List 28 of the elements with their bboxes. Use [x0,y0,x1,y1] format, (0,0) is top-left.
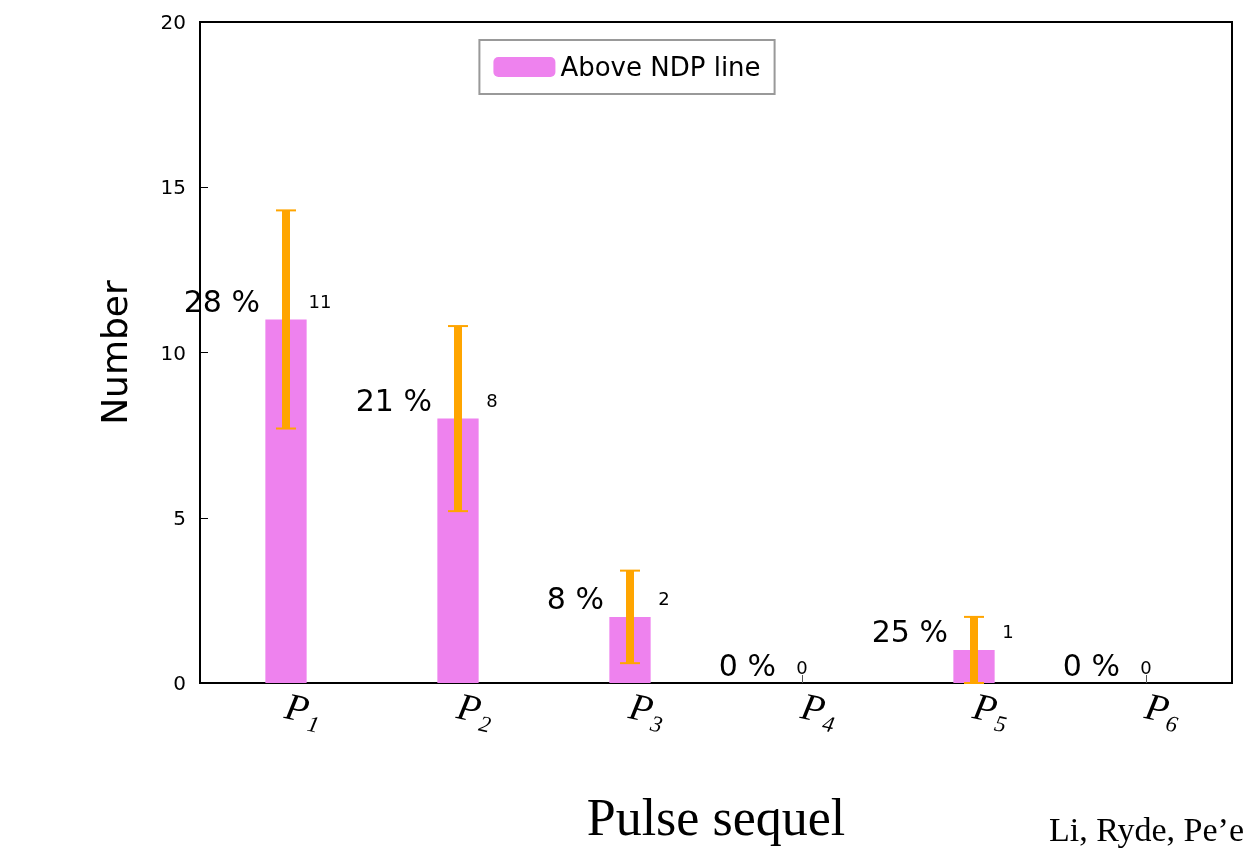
x-tick-label: P₆ [1140,684,1186,734]
y-tick-label: 20 [160,10,186,34]
data-label: 1 [1002,621,1014,643]
x-tick-label: P₁ [280,684,326,734]
data-label: 0 [796,656,808,678]
y-tick-label: 10 [160,340,186,365]
annotation: 8 % [546,581,604,617]
x-tick-label: P₂ [452,684,498,734]
data-label: 8 [486,390,498,412]
annotation: 25 % [871,614,948,650]
y-tick-label: 0 [173,671,186,695]
x-axis-title: Pulse sequel [586,788,846,846]
annotation: 0 % [1062,647,1120,683]
y-tick-label: 5 [173,505,186,530]
x-tick-label: P₅ [968,684,1014,734]
y-tick-label: 15 [160,175,186,200]
bar [265,319,307,683]
data-label: 11 [308,290,332,312]
annotation: 0 % [718,647,776,683]
y-axis-title: Number [93,280,135,425]
data-label: 0 [1140,656,1152,678]
x-tick-label: P₃ [624,684,670,734]
x-tick-label: P₄ [796,684,842,734]
bar [437,418,479,683]
annotation: 21 % [355,383,432,419]
text: Li, Ryde, Pe’e [1048,810,1245,848]
legend-label: Above NDP line [560,52,761,82]
data-label: 2 [658,588,670,610]
